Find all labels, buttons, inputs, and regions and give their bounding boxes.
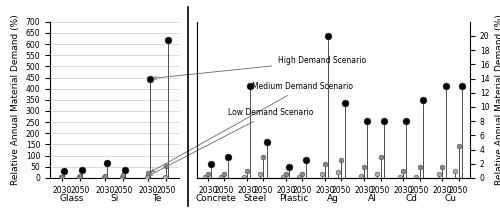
Y-axis label: Relative Annual Material Demand (%): Relative Annual Material Demand (%) — [11, 15, 20, 185]
Text: Cd: Cd — [406, 194, 417, 202]
Text: Ag: Ag — [328, 194, 339, 202]
Text: Low Demand Scenario: Low Demand Scenario — [150, 108, 313, 175]
Text: Concrete: Concrete — [196, 194, 236, 202]
Text: Steel: Steel — [244, 194, 266, 202]
Text: Te: Te — [152, 194, 162, 202]
Text: Si: Si — [110, 194, 118, 202]
Text: Plastic: Plastic — [280, 194, 309, 202]
Text: Al: Al — [368, 194, 376, 202]
Text: Medium Demand Scenario: Medium Demand Scenario — [152, 82, 354, 172]
Text: Cu: Cu — [444, 194, 456, 202]
Y-axis label: Relative Annual Material Demand (%): Relative Annual Material Demand (%) — [495, 15, 500, 185]
Text: Glass: Glass — [59, 194, 84, 202]
Text: High Demand Scenario: High Demand Scenario — [154, 56, 366, 79]
